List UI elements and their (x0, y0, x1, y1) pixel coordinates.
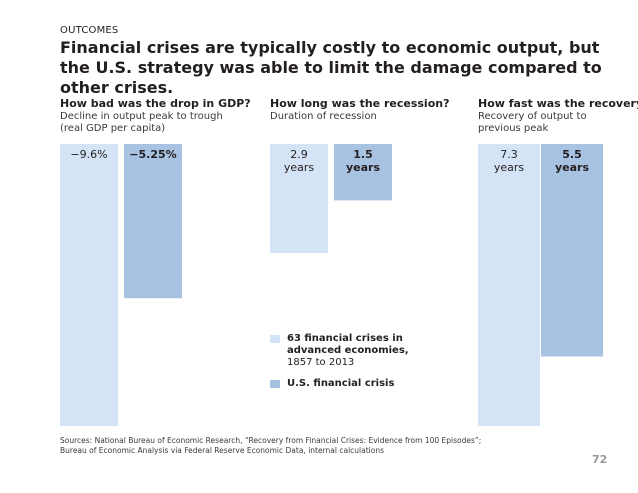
section-eyebrow: OUTCOMES (60, 25, 119, 36)
sources-note: Sources: National Bureau of Economic Res… (60, 436, 482, 455)
panel-title-recession-length: How long was the recession? (270, 97, 450, 110)
bar-gdp-drop-us-crisis (124, 144, 182, 299)
bar-value-label-gdp-drop-other-crises: −9.6% (70, 148, 107, 161)
page-number: 72 (592, 453, 608, 466)
bar-unit-label-recovery-speed-us-crisis: years (555, 161, 589, 174)
bar-recession-length-other-crises (270, 144, 328, 253)
bar-recovery-speed-us-crisis (541, 144, 603, 357)
legend-swatch-us-crisis (270, 380, 280, 388)
legend-label-us-crisis: U.S. financial crisis (287, 378, 395, 389)
bar-gdp-drop-other-crises (60, 144, 118, 426)
legend-label-other-crises-line3: 1857 to 2013 (287, 357, 355, 368)
panel-title-recovery-speed: How fast was the recovery? (478, 97, 638, 110)
bar-value-label-recession-length-other-crises: 2.9 (290, 148, 308, 161)
panel-subtitle-recession-length: Duration of recession (270, 111, 377, 123)
panel-subtitle-recovery-speed-line2: previous peak (478, 123, 549, 134)
legend-label-other-crises-line2: advanced economies, (287, 345, 409, 356)
bar-value-label-recovery-speed-other-crises: 7.3 (500, 148, 518, 161)
page-title: Financial crises are typically costly to… (60, 38, 602, 97)
bar-value-label-recovery-speed-us-crisis: 5.5 (562, 148, 582, 161)
legend-swatch-other-crises (270, 335, 280, 343)
legend-text-other-crises: 63 financial crises in advanced economie… (287, 333, 437, 369)
bar-value-label-gdp-drop-us-crisis: −5.25% (129, 148, 176, 161)
bar-recovery-speed-other-crises (478, 144, 540, 426)
bar-unit-label-recovery-speed-other-crises: years (494, 161, 525, 174)
panel-subtitle-recession-length-line1: Duration of recession (270, 111, 377, 122)
bar-unit-label-recession-length-other-crises: years (284, 161, 315, 174)
panel-subtitle-gdp-drop-line1: Decline in output peak to trough (60, 111, 223, 122)
bar-value-label-recession-length-us-crisis: 1.5 (353, 148, 373, 161)
panel-subtitle-gdp-drop-line2: (real GDP per capita) (60, 123, 166, 134)
bar-recession-length-us-crisis (334, 144, 392, 201)
panel-subtitle-recovery-speed: Recovery of output to previous peak (478, 111, 587, 135)
bar-unit-label-recession-length-us-crisis: years (346, 161, 380, 174)
legend-label-other-crises-line1: 63 financial crises in (287, 333, 403, 344)
panel-subtitle-gdp-drop: Decline in output peak to trough (real G… (60, 111, 223, 135)
panel-subtitle-recovery-speed-line1: Recovery of output to (478, 111, 587, 122)
panel-title-gdp-drop: How bad was the drop in GDP? (60, 97, 251, 110)
